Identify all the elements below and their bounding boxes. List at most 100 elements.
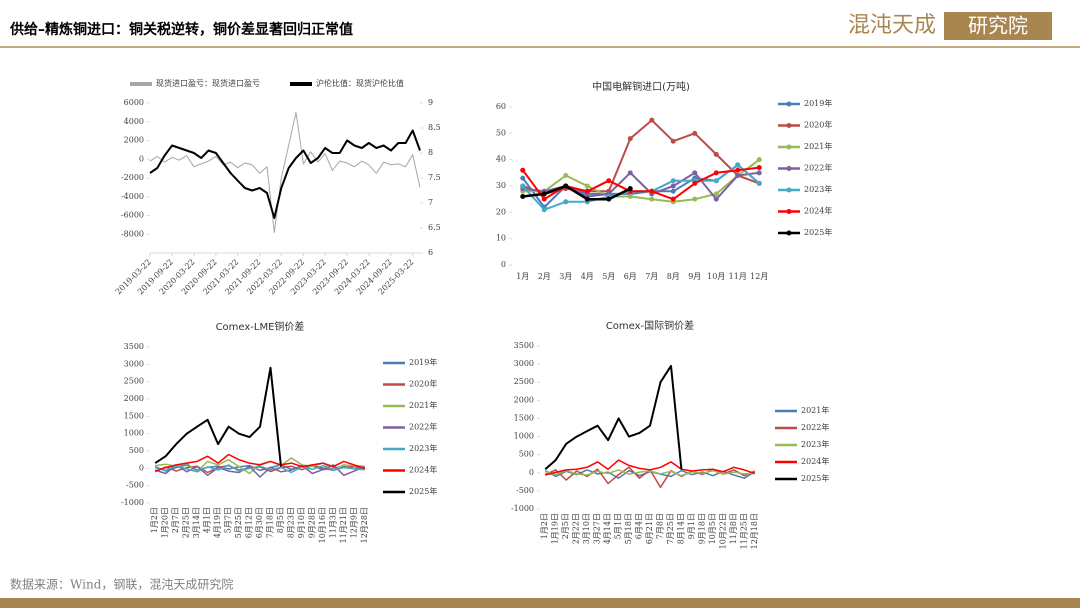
y-tick-label: 6000	[124, 98, 144, 107]
series-line	[522, 184, 631, 201]
legend-marker	[786, 166, 792, 171]
legend-label: 沪伦比值：现货沪伦比值	[316, 78, 404, 88]
y-tick-label: -2000	[121, 173, 144, 182]
y-tick-label: 3500	[124, 342, 144, 351]
legend-label: 2025年	[409, 486, 437, 496]
x-tick-label: 8月14日	[676, 513, 685, 544]
y-tick-label: 60	[496, 102, 506, 111]
y-tick-label: -1000	[121, 498, 144, 507]
legend-label: 2019年	[804, 98, 832, 108]
series-marker	[541, 196, 547, 202]
footer-bar	[0, 598, 1080, 608]
x-tick-label: 3月	[559, 272, 572, 281]
x-tick-label: 10月	[707, 272, 725, 281]
series-marker	[670, 196, 676, 202]
y-tick-label: 0	[501, 260, 506, 269]
slide-title: 供给–精炼铜进口：铜关税逆转，铜价差显著回归正常值	[9, 21, 353, 38]
x-tick-label: 9月28日	[307, 507, 316, 538]
x-tick-label: 8月23日	[286, 507, 295, 538]
series-marker	[756, 165, 762, 171]
legend-label: 2024年	[804, 206, 832, 216]
series-marker	[649, 117, 655, 123]
series-marker	[649, 188, 655, 194]
x-tick-label: 7月	[645, 272, 658, 281]
x-tick-label: 4月1日	[203, 507, 212, 533]
x-tick-label: 9月18日	[697, 513, 706, 544]
x-tick-label: 9月	[688, 272, 701, 281]
series-marker	[713, 178, 719, 184]
x-tick-label: 3月27日	[593, 513, 602, 544]
x-tick-label: 5月7日	[224, 507, 233, 533]
y-tick-label: 500	[519, 450, 534, 459]
y-tick-label: 20	[496, 207, 506, 216]
legend-label: 2023年	[409, 443, 437, 453]
x-tick-label: 12月28日	[360, 507, 369, 543]
y-tick-label: 10	[496, 234, 506, 243]
x-tick-label: 10月22日	[718, 513, 727, 549]
legend-label: 2022年	[801, 422, 829, 432]
x-tick-label: 2月5日	[561, 513, 570, 539]
y-tick-label: 3000	[124, 359, 144, 368]
series-line	[545, 459, 756, 476]
legend-marker	[786, 144, 792, 150]
legend-marker	[786, 187, 792, 193]
series-marker	[756, 180, 762, 186]
series-marker	[735, 172, 741, 178]
logo-box-text: 研究院	[968, 14, 1028, 38]
legend-label: 2025年	[801, 473, 829, 483]
y-tick-label: 1500	[124, 411, 144, 420]
y2-tick-label: 6.5	[428, 223, 441, 232]
x-tick-label: 11月21日	[339, 507, 348, 543]
series-marker	[692, 180, 698, 186]
series-marker	[627, 136, 633, 142]
logo-text: 混沌天成	[848, 13, 936, 38]
x-tick-label: 1月2日	[150, 507, 159, 533]
x-tick-label: 10月16日	[318, 507, 327, 543]
y-tick-label: 2000	[124, 136, 144, 145]
chart-title: 中国电解铜进口(万吨)	[592, 80, 690, 93]
x-tick-label: 9月10日	[297, 507, 306, 538]
series-marker	[584, 196, 590, 202]
x-tick-label: 12月	[750, 272, 768, 281]
x-tick-label: 11月8日	[729, 513, 738, 544]
x-tick-label: 5月1日	[614, 513, 623, 539]
series-marker	[670, 188, 676, 194]
series-marker	[520, 167, 526, 173]
x-tick-label: 11月3日	[328, 507, 337, 538]
series-marker	[713, 191, 719, 197]
x-tick-label: 2月7日	[171, 507, 180, 533]
legend-label: 2024年	[801, 456, 829, 466]
x-tick-label: 6月12日	[245, 507, 254, 538]
series-line	[522, 158, 760, 203]
y-tick-label: 2500	[124, 377, 144, 386]
source-note: 数据来源：Wind，钢联，混沌天成研究院	[10, 577, 233, 592]
series-line	[522, 119, 760, 195]
series-marker	[584, 183, 590, 189]
x-tick-label: 5月25日	[234, 507, 243, 538]
series-marker	[713, 151, 719, 157]
series-marker	[670, 183, 676, 189]
x-tick-label: 11月	[729, 272, 747, 281]
legend-label: 2024年	[409, 465, 437, 475]
series-line	[149, 111, 421, 233]
x-tick-label: 5月18日	[624, 513, 633, 544]
x-tick-label: 8月5日	[276, 507, 285, 533]
x-tick-label: 4月	[581, 272, 594, 281]
series-marker	[563, 199, 569, 205]
x-tick-label: 1月	[516, 272, 529, 281]
series-marker	[649, 196, 655, 202]
series-marker	[606, 178, 612, 184]
x-tick-label: 12月18日	[750, 513, 759, 549]
x-tick-label: 7月18日	[265, 507, 274, 538]
x-tick-label: 9月1日	[687, 513, 696, 539]
x-tick-label: 5月	[602, 272, 615, 281]
x-tick-label: 4月19日	[213, 507, 222, 538]
series-line	[545, 469, 755, 477]
x-tick-label: 11月25日	[739, 513, 748, 549]
x-tick-label: 1月20日	[161, 507, 170, 538]
legend-marker	[786, 101, 792, 107]
x-tick-label: 2月	[538, 272, 551, 281]
legend-label: 2023年	[804, 184, 832, 194]
y-tick-label: 2000	[124, 394, 144, 403]
legend-label: 2020年	[409, 379, 437, 389]
